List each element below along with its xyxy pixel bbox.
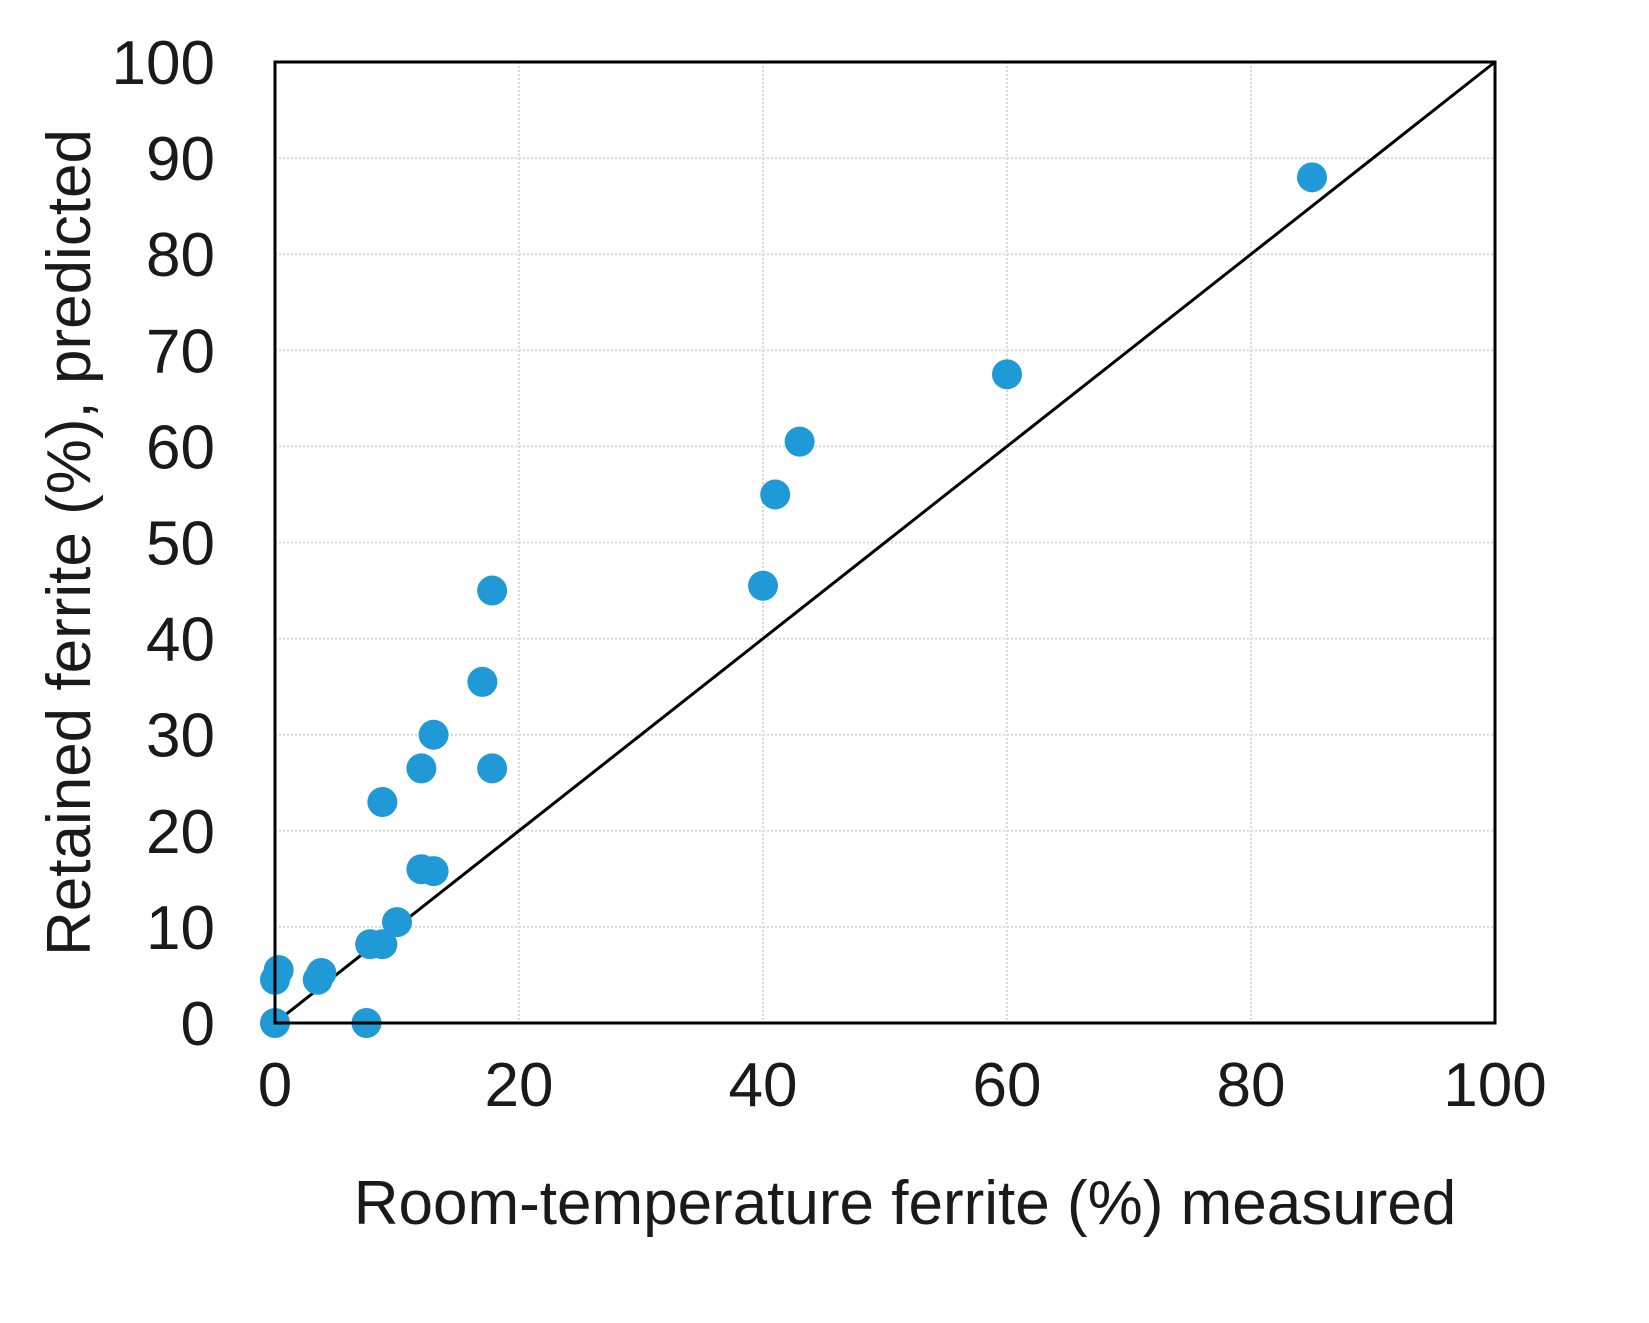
data-point [1297,162,1327,193]
y-tick-label: 80 [146,221,215,290]
data-point [748,570,778,601]
data-point [263,955,294,986]
y-tick-label: 10 [146,894,215,963]
data-point [406,753,437,784]
data-points [260,162,1327,1038]
y-tick-label: 0 [181,990,215,1059]
data-point [760,479,791,510]
x-tick-label: 40 [729,1051,798,1120]
identity-line [274,60,1496,1025]
y-tick-label: 100 [112,29,215,98]
x-tick-label: 100 [1443,1051,1546,1120]
y-tick-label: 40 [146,606,215,675]
data-point [477,575,508,606]
reference-line-layer [274,60,1496,1025]
data-point [382,907,412,938]
y-tick-label: 70 [146,317,215,386]
data-point [992,359,1022,390]
x-tick-label: 60 [973,1051,1042,1120]
x-tick-label: 80 [1217,1051,1286,1120]
y-axis-title: Retained ferrite (%), predicted [35,129,104,956]
grid-lines [275,62,1495,1023]
y-tick-label: 20 [146,798,215,867]
x-tick-label: 0 [258,1051,292,1120]
y-axis-ticks: 0 10 20 30 40 50 60 70 80 90 100 [112,29,215,1059]
data-point [367,786,398,817]
y-tick-label: 90 [146,125,215,194]
y-tick-label: 30 [146,702,215,771]
data-point [367,929,398,960]
y-tick-label: 60 [146,413,215,482]
data-point [477,753,508,784]
x-axis-ticks: 0 20 40 60 80 100 [258,1051,1547,1120]
data-point [418,856,449,887]
data-point [784,426,815,457]
plot-area-frame [273,60,1497,1025]
y-tick-label: 50 [146,510,215,579]
x-axis-title: Room-temperature ferrite (%) measured [354,1169,1457,1238]
data-point [467,666,498,697]
data-point [306,958,337,989]
x-tick-label: 20 [485,1051,554,1120]
data-point [418,719,449,750]
